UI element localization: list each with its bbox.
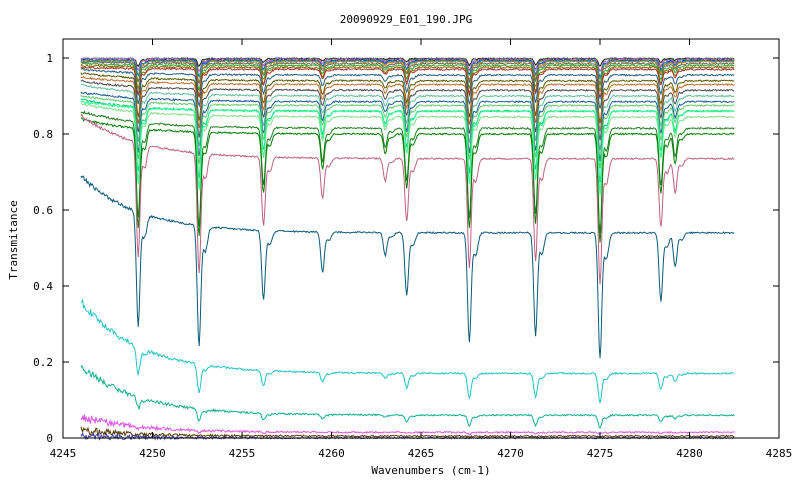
x-axis-ticks: 4245 4250 4255 4260 4265 4270 4275 4280 4285 [50,39,793,460]
y-tick-label: 0.8 [33,128,53,141]
series-line [80,58,735,80]
y-tick-label: 0 [46,432,53,445]
x-tick-label: 4280 [676,447,703,460]
series-line [80,66,735,100]
x-tick-label: 4245 [50,447,77,460]
series-line [80,68,735,109]
y-tick-label: 1 [46,52,53,65]
series-line [80,60,735,87]
series-line [80,117,735,243]
series-line [80,113,735,285]
x-tick-label: 4285 [766,447,793,460]
x-tick-label: 4265 [408,447,435,460]
series-line [80,72,735,124]
series-line [80,298,735,404]
series-group [80,57,735,441]
series-line [80,364,735,430]
series-line [80,62,735,92]
series-line [80,100,735,196]
series-line [80,94,735,169]
series-line [80,57,735,72]
x-tick-label: 4260 [318,447,345,460]
y-tick-label: 0.4 [33,280,53,293]
series-line [80,426,735,439]
y-axis-ticks: 0 0.2 0.4 0.6 0.8 1 [33,52,779,445]
series-line [80,175,735,359]
y-tick-label: 0.6 [33,204,53,217]
series-line [80,79,735,141]
x-tick-label: 4270 [497,447,524,460]
x-tick-label: 4275 [587,447,614,460]
series-line [80,414,735,436]
series-line [80,83,735,150]
series-line [80,60,735,84]
y-axis-label: Transmitance [7,200,20,279]
x-axis-label: Wavenumbers (cm-1) [371,464,490,477]
y-tick-label: 0.2 [33,356,53,369]
x-tick-label: 4250 [139,447,166,460]
chart-title: 20090929_E01_190.JPG [340,13,472,26]
series-line [80,91,735,161]
x-tick-label: 4255 [229,447,256,460]
series-line [80,75,735,132]
